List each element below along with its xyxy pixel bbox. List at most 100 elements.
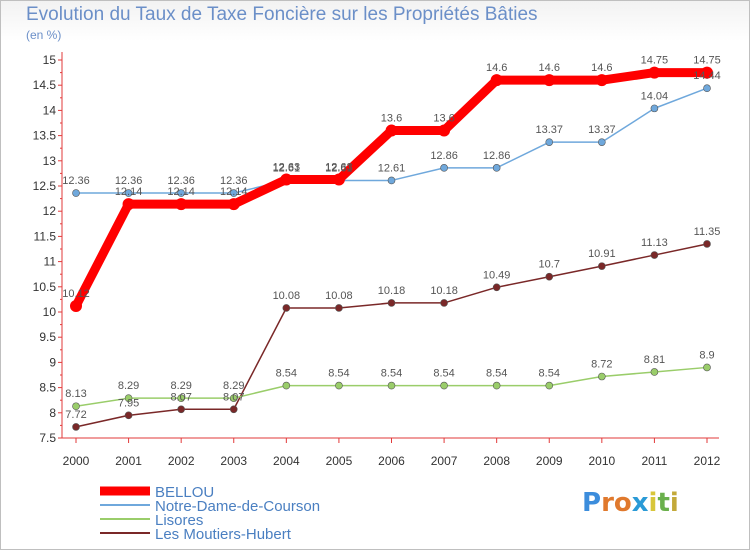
data-label: 12.63 bbox=[273, 161, 301, 173]
data-label: 14.6 bbox=[486, 62, 507, 74]
x-tick-label: 2007 bbox=[431, 454, 458, 468]
data-point bbox=[545, 381, 554, 390]
y-tick-label: 10.5 bbox=[33, 280, 57, 294]
data-point bbox=[280, 173, 293, 186]
chart-title: Evolution du Taux de Taxe Foncière sur l… bbox=[26, 4, 538, 25]
data-label: 8.81 bbox=[644, 354, 665, 366]
data-point bbox=[490, 74, 503, 87]
data-point bbox=[177, 405, 185, 414]
y-tick-label: 7.5 bbox=[39, 431, 56, 445]
data-point bbox=[385, 124, 398, 137]
data-label: 12.14 bbox=[220, 186, 248, 198]
data-label: 14.75 bbox=[693, 55, 721, 67]
data-label: 12.61 bbox=[378, 162, 406, 174]
data-label: 8.54 bbox=[381, 368, 402, 380]
x-tick-label: 2005 bbox=[326, 454, 353, 468]
data-label: 12.86 bbox=[430, 150, 458, 162]
y-tick-label: 14.5 bbox=[33, 78, 57, 92]
data-point bbox=[177, 394, 185, 402]
data-label: 10.7 bbox=[539, 259, 560, 271]
data-point bbox=[545, 138, 554, 146]
data-label: 12.63 bbox=[325, 161, 353, 173]
data-label: 10.12 bbox=[62, 288, 90, 300]
data-point bbox=[387, 299, 396, 307]
data-labels: 10.12 12.14 12.14 12.14 12.63 12.63 13.6 13.6 14… bbox=[62, 55, 721, 421]
data-label: 10.49 bbox=[483, 269, 511, 281]
data-point bbox=[124, 394, 133, 402]
x-tick-label: 2004 bbox=[273, 454, 300, 468]
data-point bbox=[701, 66, 713, 79]
data-label: 10.18 bbox=[430, 285, 458, 297]
data-point bbox=[598, 372, 606, 381]
y-tick-label: 9.5 bbox=[39, 330, 56, 344]
data-point bbox=[440, 299, 448, 307]
legend-label-3: Les Moutiers-Hubert bbox=[155, 526, 292, 543]
y-tick-label: 8.5 bbox=[39, 381, 56, 395]
logo-letter: x bbox=[631, 488, 649, 518]
data-point bbox=[598, 262, 606, 270]
y-tick-label: 13.5 bbox=[33, 129, 57, 143]
data-label: 7.95 bbox=[118, 397, 139, 409]
data-point bbox=[332, 173, 345, 186]
y-tick-label: 8 bbox=[49, 406, 56, 420]
data-point bbox=[438, 124, 451, 137]
data-point bbox=[650, 368, 659, 376]
data-point bbox=[227, 198, 240, 211]
x-tick-label: 2012 bbox=[694, 454, 721, 468]
y-tick-label: 12 bbox=[43, 204, 57, 218]
y-tick-label: 9 bbox=[49, 355, 56, 369]
data-label: 8.07 bbox=[223, 391, 244, 403]
data-point bbox=[229, 189, 238, 197]
proxiti-logo: Proxiti bbox=[582, 488, 679, 518]
y-tick-label: 13 bbox=[43, 154, 57, 168]
y-tick-label: 11.5 bbox=[34, 229, 57, 243]
data-label: 8.54 bbox=[276, 368, 297, 380]
data-point bbox=[282, 381, 291, 390]
data-point bbox=[387, 381, 396, 390]
y-tick-label: 10 bbox=[43, 305, 57, 319]
data-point bbox=[335, 304, 343, 312]
data-point bbox=[72, 423, 80, 431]
logo-letter: t bbox=[657, 488, 670, 518]
x-tick-label: 2011 bbox=[642, 454, 668, 468]
data-point bbox=[122, 198, 135, 211]
data-point bbox=[440, 164, 448, 172]
axes: 7.5 8 8.5 9 9.5 10 10.5 11 11.5 12 12.5 13 13.5 14 14.… bbox=[33, 52, 721, 468]
data-label: 14.44 bbox=[693, 70, 721, 82]
data-point bbox=[545, 272, 554, 281]
data-label: 13.6 bbox=[381, 113, 402, 125]
data-point bbox=[177, 189, 185, 197]
data-point bbox=[703, 84, 711, 93]
data-point bbox=[72, 189, 80, 197]
data-label: 8.54 bbox=[328, 368, 349, 380]
data-point bbox=[492, 381, 501, 390]
data-label: 12.86 bbox=[483, 150, 511, 162]
y-tick-label: 14 bbox=[43, 103, 57, 117]
data-label: 10.08 bbox=[325, 290, 353, 302]
data-label: 8.54 bbox=[433, 368, 454, 380]
data-point bbox=[650, 251, 659, 259]
data-point bbox=[440, 381, 448, 390]
data-point bbox=[124, 189, 133, 197]
data-point bbox=[648, 66, 661, 79]
data-label: 14.75 bbox=[641, 55, 669, 67]
data-label: 8.07 bbox=[170, 391, 191, 403]
data-label: 12.36 bbox=[115, 175, 143, 187]
data-label: 14.6 bbox=[539, 62, 560, 74]
data-point bbox=[598, 138, 606, 146]
series-lines bbox=[70, 66, 713, 431]
data-point bbox=[650, 104, 659, 113]
data-label: 12.36 bbox=[220, 175, 248, 187]
data-point bbox=[492, 283, 501, 292]
data-label: 13.37 bbox=[588, 124, 616, 136]
data-label: 13.37 bbox=[535, 124, 563, 136]
logo-letter: r bbox=[601, 488, 614, 518]
x-tick-label: 2001 bbox=[115, 454, 142, 468]
data-point bbox=[595, 74, 608, 87]
legend-label-0: BELLOU bbox=[155, 484, 214, 501]
data-label: 7.72 bbox=[65, 409, 86, 421]
data-label: 12.14 bbox=[167, 186, 195, 198]
legend-label-2: Lisores bbox=[155, 512, 203, 529]
x-tick-label: 2009 bbox=[536, 454, 563, 468]
